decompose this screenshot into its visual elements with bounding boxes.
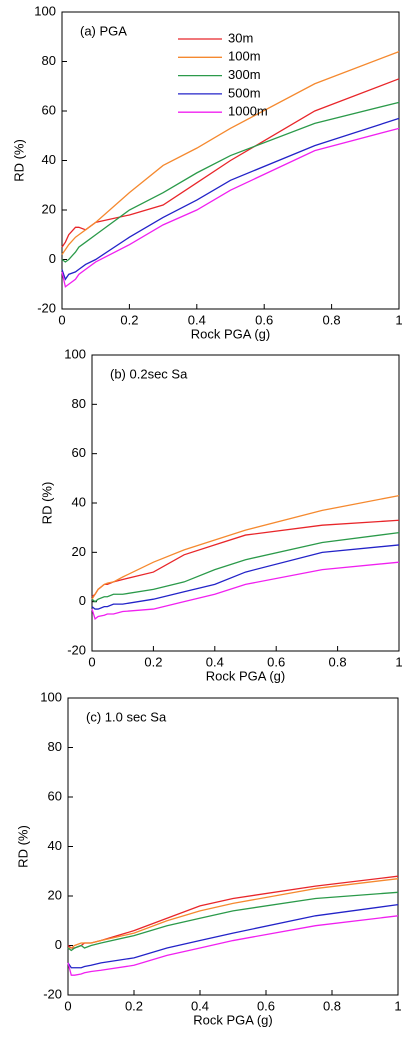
panel-annotation: (c) 1.0 sec Sa xyxy=(86,709,167,724)
y-axis-label: RD (%) xyxy=(39,482,54,525)
y-tick-label: 0 xyxy=(79,593,86,608)
x-tick-label: 0.6 xyxy=(257,998,275,1013)
legend-label: 1000m xyxy=(228,104,268,119)
y-tick-label: 40 xyxy=(48,838,62,853)
x-axis-label: Rock PGA (g) xyxy=(193,1012,272,1027)
series-line xyxy=(67,904,399,969)
x-tick-label: 0.4 xyxy=(188,312,206,327)
y-tick-label: 80 xyxy=(72,396,86,411)
x-tick-label: 1 xyxy=(395,654,402,669)
series-line xyxy=(91,519,400,598)
x-tick-label: 0 xyxy=(88,654,95,669)
y-tick-label: 100 xyxy=(34,3,56,18)
series-line xyxy=(67,891,399,952)
x-tick-label: 0.8 xyxy=(329,654,347,669)
legend-label: 30m xyxy=(228,30,253,45)
x-tick-label: 0 xyxy=(58,312,65,327)
series-line xyxy=(67,915,399,976)
y-tick-label: -20 xyxy=(37,300,56,315)
y-tick-label: 40 xyxy=(72,494,86,509)
series-line xyxy=(61,50,400,255)
y-tick-label: 0 xyxy=(49,251,56,266)
plot-frame xyxy=(91,354,400,652)
series-line xyxy=(91,561,400,621)
x-tick-label: 0.8 xyxy=(323,312,341,327)
y-tick-label: 20 xyxy=(72,544,86,559)
panel-annotation: (b) 0.2sec Sa xyxy=(110,366,188,381)
legend-label: 300m xyxy=(228,67,261,82)
y-axis-label: RD (%) xyxy=(15,825,30,868)
x-tick-label: 0.4 xyxy=(206,654,224,669)
y-tick-label: 100 xyxy=(40,689,62,704)
y-tick-label: -20 xyxy=(67,642,86,657)
x-tick-label: 0 xyxy=(64,998,71,1013)
y-tick-label: 60 xyxy=(48,788,62,803)
y-tick-label: -20 xyxy=(43,986,62,1001)
y-tick-label: 20 xyxy=(42,201,56,216)
x-axis-label: Rock PGA (g) xyxy=(191,326,270,341)
x-tick-label: 0.2 xyxy=(125,998,143,1013)
y-tick-label: 100 xyxy=(64,346,86,361)
x-tick-label: 0.2 xyxy=(144,654,162,669)
x-tick-label: 0.6 xyxy=(267,654,285,669)
x-tick-label: 0.2 xyxy=(120,312,138,327)
x-tick-label: 1 xyxy=(395,312,402,327)
y-tick-label: 60 xyxy=(72,445,86,460)
y-tick-label: 80 xyxy=(48,739,62,754)
y-tick-label: 40 xyxy=(42,152,56,167)
y-tick-label: 80 xyxy=(42,53,56,68)
legend-label: 100m xyxy=(228,49,261,64)
y-axis-label: RD (%) xyxy=(11,139,26,182)
series-line xyxy=(61,127,400,288)
y-tick-label: 60 xyxy=(42,102,56,117)
x-tick-label: 0.8 xyxy=(323,998,341,1013)
series-line xyxy=(61,117,400,281)
y-tick-label: 20 xyxy=(48,887,62,902)
x-tick-label: 0.4 xyxy=(191,998,209,1013)
series-line xyxy=(91,544,400,610)
x-axis-label: Rock PGA (g) xyxy=(206,668,285,683)
series-line xyxy=(68,878,399,949)
x-tick-label: 0.6 xyxy=(255,312,273,327)
series-line xyxy=(91,531,400,603)
plot-frame xyxy=(67,697,399,996)
legend-label: 500m xyxy=(228,85,261,100)
panel-annotation: (a) PGA xyxy=(80,23,127,38)
series-line xyxy=(61,101,400,263)
y-tick-label: 0 xyxy=(55,937,62,952)
series-line xyxy=(91,494,400,600)
x-tick-label: 1 xyxy=(394,998,401,1013)
